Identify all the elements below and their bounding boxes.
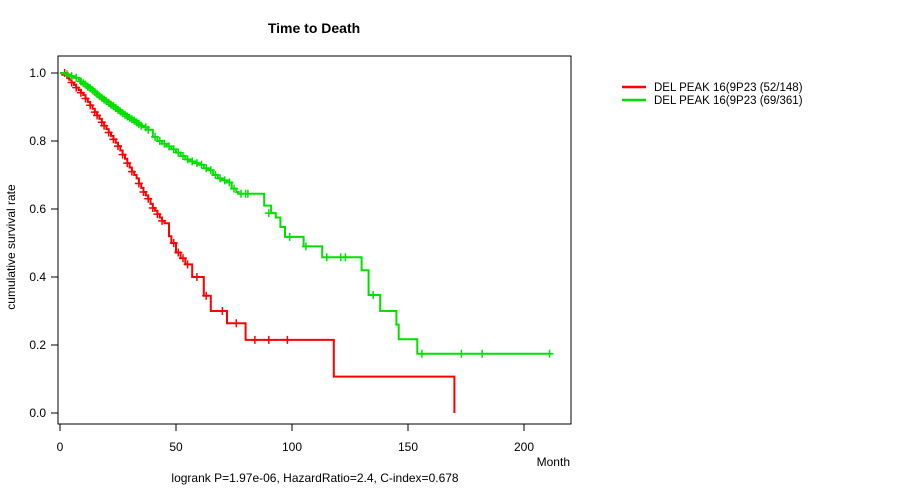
legend: DEL PEAK 16(9P23 (52/148) DEL PEAK 16(9P… bbox=[622, 82, 803, 107]
y-axis-title: cumulative survival rate bbox=[4, 184, 18, 310]
legend-label-green: DEL PEAK 16(9P23 (69/361) bbox=[654, 95, 803, 107]
y-axis-tick-label: 0.2 bbox=[29, 338, 46, 352]
axes: 0 50 100 150 200 1.0 0.8 0.6 0.4 0.2 0.0 bbox=[29, 66, 534, 454]
censor-marks-red bbox=[60, 69, 292, 344]
y-axis-tick-label: 1.0 bbox=[29, 66, 46, 80]
chart-title: Time to Death bbox=[268, 20, 360, 36]
plot-area-border bbox=[57, 55, 572, 425]
stats-caption: logrank P=1.97e-06, HazardRatio=2.4, C-i… bbox=[171, 471, 459, 485]
y-axis-tick-label: 0.8 bbox=[29, 134, 46, 148]
y-axis-tick-label: 0.0 bbox=[29, 406, 46, 420]
x-axis-tick-label: 0 bbox=[57, 440, 64, 454]
x-axis-tick-label: 200 bbox=[514, 440, 534, 454]
legend-label-red: DEL PEAK 16(9P23 (52/148) bbox=[654, 82, 803, 94]
censor-marks-green bbox=[63, 70, 554, 358]
km-curves bbox=[60, 69, 554, 413]
y-axis-tick-label: 0.4 bbox=[29, 270, 46, 284]
km-curve-green bbox=[60, 72, 552, 355]
x-axis-title: Month bbox=[537, 455, 570, 469]
y-axis-tick-label: 0.6 bbox=[29, 202, 46, 216]
x-axis-tick-label: 150 bbox=[398, 440, 418, 454]
x-axis-tick-label: 50 bbox=[169, 440, 183, 454]
x-axis-tick-label: 100 bbox=[282, 440, 302, 454]
km-curve-red bbox=[60, 72, 456, 413]
